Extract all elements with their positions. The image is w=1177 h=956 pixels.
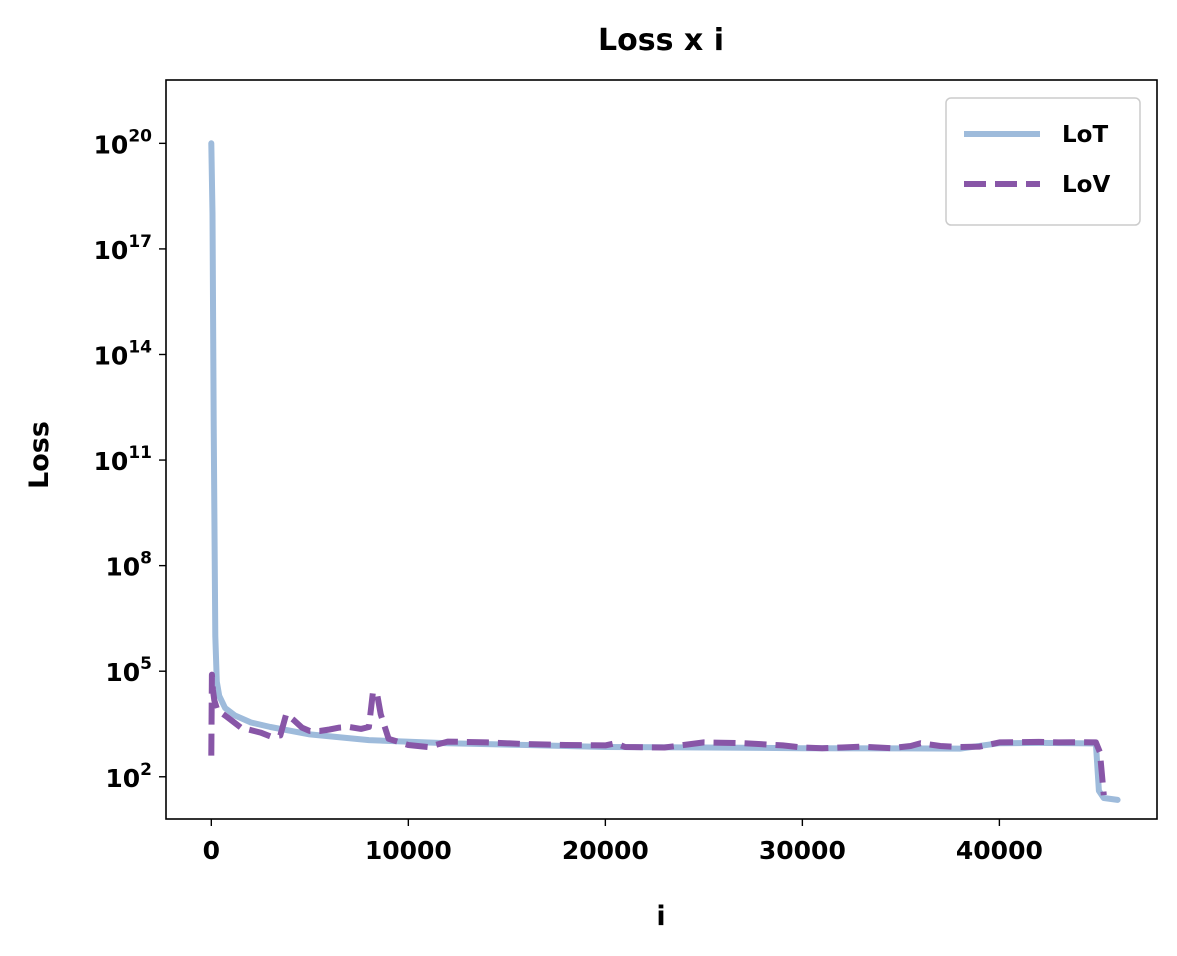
chart-title: Loss x i: [598, 23, 724, 58]
legend-label-lov: LoV: [1062, 172, 1110, 198]
y-tick-label: 105: [105, 654, 152, 687]
series-line-lot: [208, 140, 1121, 803]
y-tick-label: 102: [105, 760, 152, 793]
legend: LoT LoV: [945, 97, 1141, 226]
x-tick-label: 40000: [956, 836, 1043, 865]
y-tick-label: 108: [105, 549, 152, 582]
x-tick-label: 0: [203, 836, 220, 865]
y-axis-label: Loss: [24, 421, 55, 489]
legend-label-lot: LoT: [1062, 122, 1108, 148]
x-tick-label: 30000: [759, 836, 846, 865]
y-tick-label: 1011: [94, 443, 152, 476]
y-axis: 1020 1017 1014 1011 108 105 102: [94, 126, 166, 793]
y-tick-label: 1017: [94, 232, 152, 265]
x-axis: 0 10000 20000 30000 40000: [203, 819, 1043, 865]
y-tick-label: 1014: [94, 337, 153, 370]
axes-frame: [165, 79, 1158, 820]
y-tick-label: 1020: [94, 126, 153, 159]
x-tick-label: 20000: [562, 836, 649, 865]
series-line-lov: [208, 671, 1107, 796]
x-axis-label: i: [656, 901, 665, 932]
x-tick-label: 10000: [365, 836, 452, 865]
